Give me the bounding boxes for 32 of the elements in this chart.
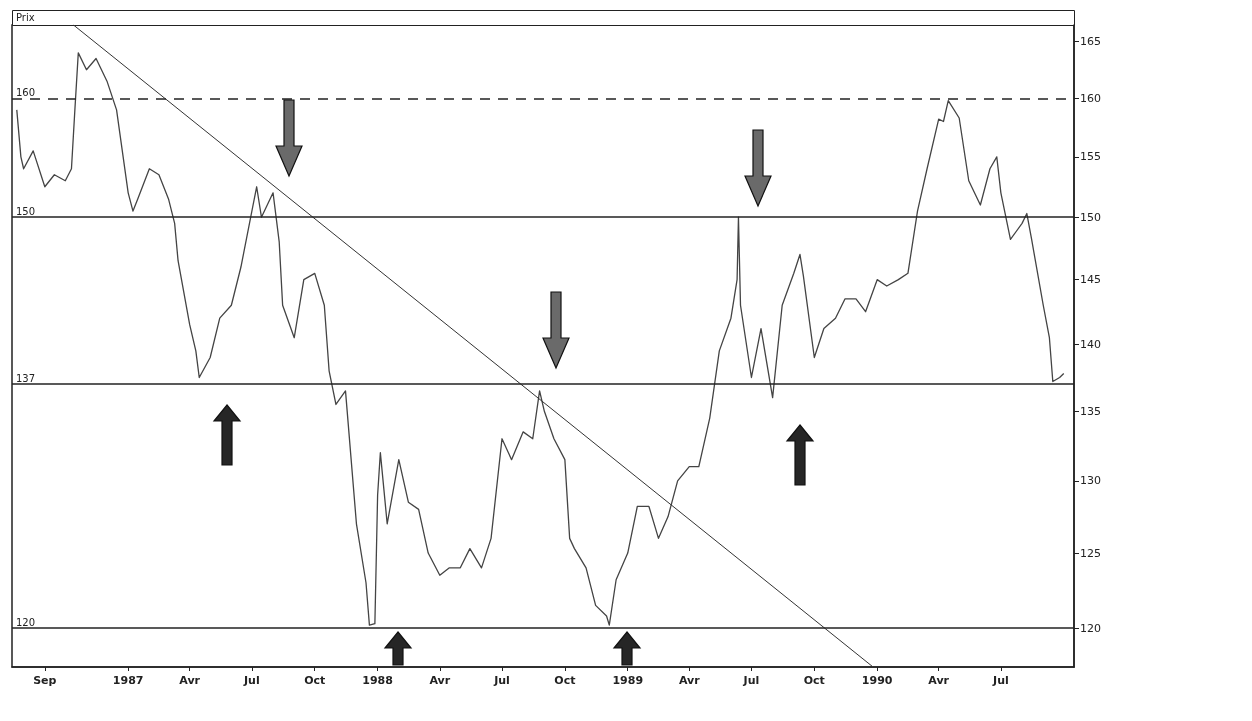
x-tick-label: Jul bbox=[493, 674, 510, 687]
x-tick-label: 1989 bbox=[612, 674, 644, 687]
x-tick-label: Avr bbox=[678, 674, 701, 687]
y-tick-label: 150 bbox=[1080, 210, 1101, 224]
ref-line-label: 120 bbox=[16, 616, 36, 628]
x-tick-label: Jul bbox=[742, 674, 760, 687]
x-tick-label: 1990 bbox=[861, 674, 893, 687]
y-tick-label: 165 bbox=[1080, 35, 1101, 49]
x-tick-label: Jul bbox=[992, 674, 1009, 687]
ref-line-label: 150 bbox=[16, 205, 36, 217]
y-axis-title: Prix bbox=[16, 11, 35, 23]
x-tick-label: Oct bbox=[803, 674, 825, 687]
line-series bbox=[16, 52, 1065, 626]
y-tick-label: 130 bbox=[1080, 474, 1101, 488]
x-tick-label: Avr bbox=[179, 674, 201, 687]
y-tick-label: 135 bbox=[1080, 404, 1101, 418]
x-tick-label: Avr bbox=[928, 674, 950, 687]
x-tick-label: Avr bbox=[429, 674, 451, 687]
x-tick-label: 1987 bbox=[112, 674, 144, 687]
x-tick-label: Sep bbox=[33, 674, 57, 687]
y-tick-label: 160 bbox=[1080, 91, 1101, 105]
y-tick-label: 155 bbox=[1080, 150, 1101, 164]
ref-line-label: 160 bbox=[16, 86, 36, 98]
y-tick-label: 140 bbox=[1080, 337, 1101, 351]
x-tick-label: Jul bbox=[243, 674, 260, 687]
x-tick-label: 1988 bbox=[362, 674, 393, 687]
ref-line-label: 137 bbox=[16, 372, 36, 384]
x-tick-label: Oct bbox=[304, 674, 326, 687]
x-tick-label: Oct bbox=[554, 674, 576, 687]
y-tick-label: 125 bbox=[1080, 546, 1101, 560]
y-tick-label: 120 bbox=[1080, 621, 1101, 635]
y-tick-label: 145 bbox=[1080, 273, 1101, 287]
